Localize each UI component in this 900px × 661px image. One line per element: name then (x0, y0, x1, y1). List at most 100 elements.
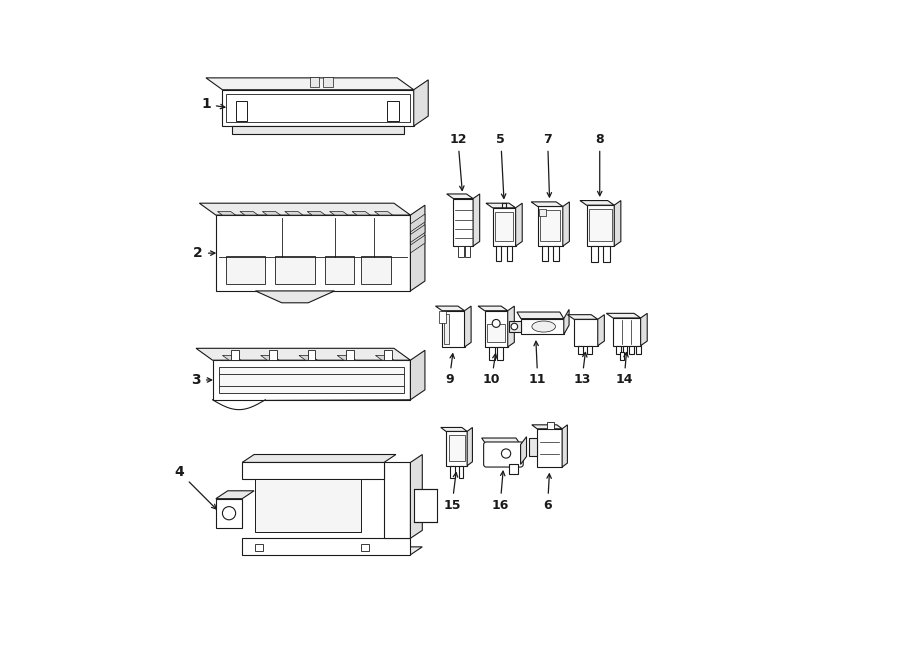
Polygon shape (537, 429, 562, 467)
Polygon shape (531, 202, 562, 206)
Bar (439, 311, 446, 323)
Polygon shape (563, 309, 569, 334)
Bar (553, 246, 559, 260)
Polygon shape (574, 319, 598, 346)
Ellipse shape (532, 321, 555, 332)
Polygon shape (310, 77, 320, 87)
Bar (496, 246, 501, 260)
Polygon shape (410, 214, 425, 232)
Text: 11: 11 (529, 341, 546, 387)
Polygon shape (338, 356, 356, 360)
Polygon shape (242, 538, 410, 555)
Bar (547, 422, 553, 429)
Bar (231, 350, 239, 360)
Bar (459, 466, 464, 478)
Polygon shape (464, 306, 471, 347)
Polygon shape (242, 455, 396, 463)
Polygon shape (216, 498, 242, 528)
Polygon shape (218, 212, 236, 215)
Bar (256, 479, 361, 531)
Polygon shape (520, 437, 526, 465)
Bar (275, 256, 315, 284)
Bar (495, 212, 513, 241)
Polygon shape (613, 318, 641, 346)
Text: 3: 3 (191, 373, 211, 387)
Bar (450, 466, 454, 478)
Bar (219, 367, 404, 393)
Polygon shape (607, 313, 641, 318)
Polygon shape (516, 203, 522, 246)
Bar (226, 256, 266, 284)
Polygon shape (222, 356, 241, 360)
Polygon shape (206, 78, 414, 90)
Polygon shape (299, 356, 318, 360)
Polygon shape (473, 194, 480, 246)
Bar (498, 347, 503, 360)
Polygon shape (384, 463, 410, 538)
Bar (346, 350, 354, 360)
Polygon shape (323, 77, 333, 87)
Polygon shape (492, 208, 516, 246)
Polygon shape (537, 206, 562, 246)
Polygon shape (262, 212, 281, 215)
Bar (458, 246, 464, 256)
Circle shape (501, 449, 510, 458)
Polygon shape (486, 203, 516, 208)
Text: 10: 10 (482, 354, 500, 387)
Bar (578, 346, 583, 354)
Bar (623, 346, 627, 354)
Polygon shape (509, 321, 521, 332)
Polygon shape (199, 203, 410, 215)
Bar (508, 465, 518, 474)
Polygon shape (454, 198, 473, 246)
Polygon shape (216, 490, 254, 498)
Polygon shape (587, 205, 614, 246)
Bar (308, 350, 315, 360)
Text: 1: 1 (201, 97, 225, 111)
Polygon shape (216, 215, 410, 291)
Polygon shape (567, 315, 598, 319)
Polygon shape (442, 311, 464, 347)
Polygon shape (261, 356, 279, 360)
Bar (256, 543, 264, 551)
Bar (384, 350, 392, 360)
Polygon shape (478, 306, 508, 311)
Bar (489, 347, 495, 360)
Bar (236, 100, 248, 120)
Polygon shape (329, 212, 347, 215)
Bar (540, 210, 560, 241)
Bar (619, 352, 624, 360)
Text: 2: 2 (194, 247, 215, 260)
Polygon shape (410, 455, 422, 538)
Text: 12: 12 (449, 133, 467, 190)
Bar (387, 100, 400, 120)
Polygon shape (562, 425, 567, 467)
Polygon shape (242, 463, 384, 479)
Polygon shape (374, 212, 392, 215)
Polygon shape (446, 432, 467, 466)
Polygon shape (436, 306, 464, 311)
Polygon shape (580, 200, 614, 205)
Bar (587, 346, 592, 354)
Text: 7: 7 (544, 133, 552, 197)
Polygon shape (482, 438, 520, 445)
Polygon shape (284, 212, 303, 215)
FancyBboxPatch shape (483, 442, 523, 467)
Bar (590, 209, 612, 241)
Bar (539, 209, 545, 215)
Text: 6: 6 (544, 474, 552, 512)
Polygon shape (410, 235, 425, 253)
Bar (361, 543, 369, 551)
Polygon shape (242, 547, 422, 555)
Bar (444, 314, 449, 344)
Text: 8: 8 (596, 133, 604, 196)
Polygon shape (222, 90, 414, 126)
Bar (591, 246, 598, 262)
Bar (325, 256, 355, 284)
Polygon shape (467, 428, 472, 466)
Text: 5: 5 (497, 133, 506, 198)
Polygon shape (521, 319, 563, 334)
Bar (542, 246, 547, 260)
Polygon shape (414, 488, 436, 522)
Polygon shape (562, 202, 570, 246)
